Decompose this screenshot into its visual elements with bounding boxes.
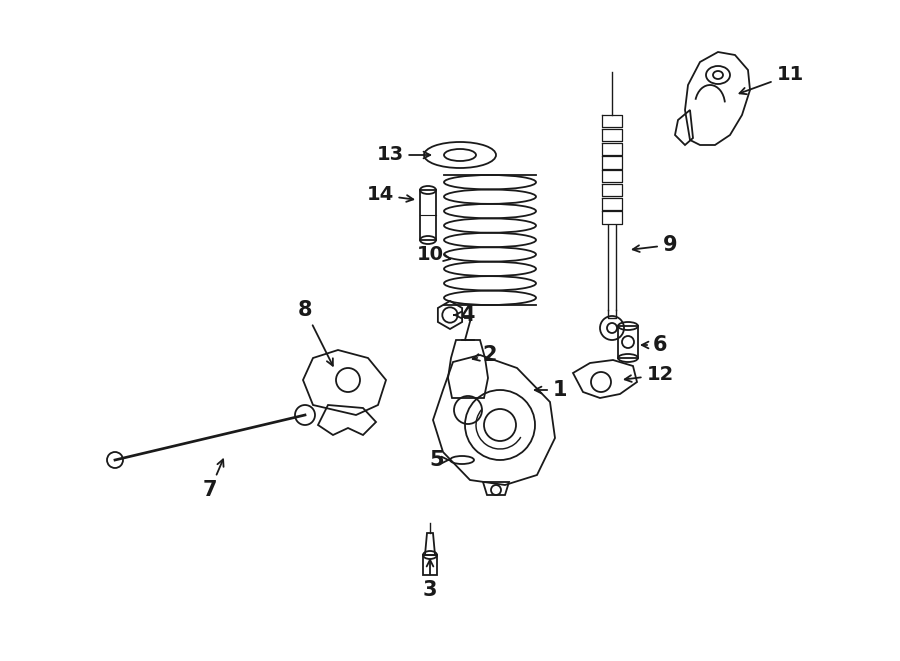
Text: 5: 5 xyxy=(429,450,450,470)
Text: 12: 12 xyxy=(625,366,673,385)
Text: 8: 8 xyxy=(298,300,333,366)
Text: 4: 4 xyxy=(454,305,474,325)
Bar xyxy=(618,326,638,358)
Text: 10: 10 xyxy=(417,245,450,264)
Text: 14: 14 xyxy=(366,186,413,204)
Text: 6: 6 xyxy=(642,335,667,355)
Text: 2: 2 xyxy=(472,345,497,365)
Text: 11: 11 xyxy=(740,65,804,95)
Text: 1: 1 xyxy=(535,380,567,400)
Text: 7: 7 xyxy=(202,459,223,500)
Text: 13: 13 xyxy=(376,145,430,165)
Text: 3: 3 xyxy=(423,560,437,600)
Bar xyxy=(420,190,436,240)
Bar xyxy=(423,555,437,575)
Text: 9: 9 xyxy=(633,235,678,255)
